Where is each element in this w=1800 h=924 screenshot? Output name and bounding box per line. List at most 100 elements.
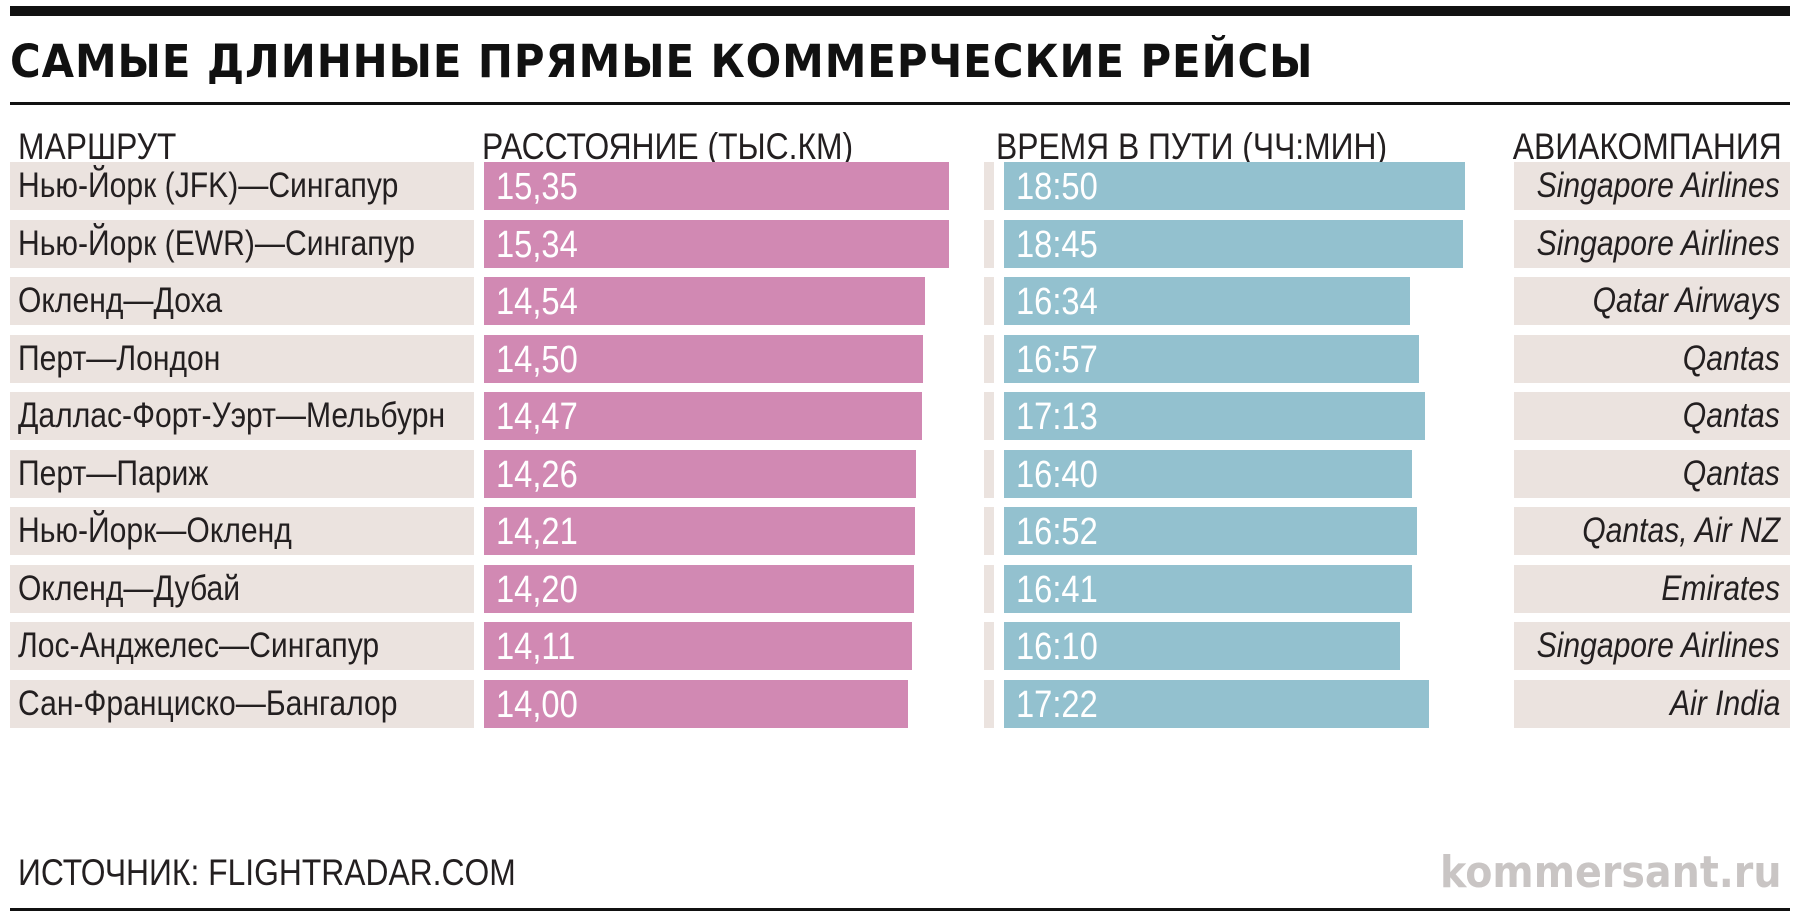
time-bar — [1004, 450, 1412, 498]
time-value-label: 16:10 — [1016, 626, 1098, 668]
airline-label: Emirates — [1661, 569, 1780, 608]
time-value-label: 18:50 — [1016, 166, 1098, 208]
distance-value-label: 14,11 — [496, 626, 576, 668]
brand-logo: kommersant.ru — [1440, 847, 1782, 898]
distance-value-label: 14,21 — [496, 511, 578, 553]
table-row: Лос-Анджелес—Сингапур 14,11 16:10 Singapore… — [10, 622, 1790, 670]
title-rule — [10, 102, 1790, 105]
route-label: Нью-Йорк (EWR)—Сингапур — [18, 224, 416, 263]
time-value-label: 17:13 — [1016, 396, 1098, 438]
distance-value-label: 14,26 — [496, 454, 578, 496]
time-value-label: 17:22 — [1016, 684, 1098, 726]
airline-label: Singapore Airlines — [1536, 626, 1780, 665]
column-header-time: ВРЕМЯ В ПУТИ (ЧЧ:МИН) — [996, 126, 1388, 167]
time-bar — [1004, 162, 1465, 210]
table-row: Окленд—Доха 14,54 16:34 Qatar Airways — [10, 277, 1790, 325]
time-value-label: 16:34 — [1016, 281, 1098, 323]
distance-bar — [484, 450, 916, 498]
distance-cell: 14,54 — [474, 277, 984, 325]
time-value-label: 16:52 — [1016, 511, 1098, 553]
column-header-airline: АВИАКОМПАНИЯ — [1513, 126, 1782, 167]
route-label: Перт—Париж — [18, 454, 209, 493]
distance-bar — [484, 392, 922, 440]
distance-cell: 14,26 — [474, 450, 984, 498]
airline-label: Qantas — [1682, 396, 1780, 435]
time-cell: 16:10 — [994, 622, 1514, 670]
distance-cell: 14,20 — [474, 565, 984, 613]
time-value-label: 16:57 — [1016, 339, 1098, 381]
time-cell: 18:50 — [994, 162, 1514, 210]
airline-label: Qantas — [1682, 339, 1780, 378]
table-row: Нью-Йорк—Окленд 14,21 16:52 Qantas, Air NZ — [10, 507, 1790, 555]
distance-cell: 14,50 — [474, 335, 984, 383]
table-row: Даллас-Форт-Уэрт—Мельбурн 14,47 17:13 Qanta… — [10, 392, 1790, 440]
time-bar — [1004, 277, 1410, 325]
top-rule — [10, 6, 1790, 16]
time-value-label: 16:41 — [1016, 569, 1098, 611]
distance-value-label: 15,34 — [496, 224, 578, 266]
airline-label: Air India — [1669, 684, 1780, 723]
airline-label: Qantas — [1682, 454, 1780, 493]
route-label: Даллас-Форт-Уэрт—Мельбурн — [18, 396, 446, 435]
distance-bar — [484, 277, 925, 325]
distance-bar — [484, 565, 914, 613]
time-bar — [1004, 565, 1412, 613]
route-label: Нью-Йорк—Окленд — [18, 511, 292, 550]
distance-cell: 14,11 — [474, 622, 984, 670]
time-value-label: 16:40 — [1016, 454, 1098, 496]
table-row: Сан-Франциско—Бангалор 14,00 17:22 Air Indi… — [10, 680, 1790, 728]
time-value-label: 18:45 — [1016, 224, 1098, 266]
distance-value-label: 15,35 — [496, 166, 578, 208]
time-cell: 16:57 — [994, 335, 1514, 383]
table-row: Перт—Лондон 14,50 16:57 Qantas — [10, 335, 1790, 383]
distance-cell: 14,21 — [474, 507, 984, 555]
distance-bar — [484, 622, 912, 670]
time-cell: 16:52 — [994, 507, 1514, 555]
table-row: Окленд—Дубай 14,20 16:41 Emirates — [10, 565, 1790, 613]
column-header-route: МАРШРУТ — [18, 126, 177, 167]
distance-cell: 14,00 — [474, 680, 984, 728]
airline-label: Singapore Airlines — [1536, 224, 1780, 263]
time-cell: 16:34 — [994, 277, 1514, 325]
time-cell: 16:41 — [994, 565, 1514, 613]
time-bar — [1004, 507, 1417, 555]
distance-cell: 15,35 — [474, 162, 984, 210]
time-bar — [1004, 392, 1425, 440]
distance-cell: 15,34 — [474, 220, 984, 268]
time-bar — [1004, 335, 1419, 383]
time-bar — [1004, 680, 1429, 728]
route-label: Окленд—Дубай — [18, 569, 241, 608]
distance-value-label: 14,20 — [496, 569, 578, 611]
route-label: Сан-Франциско—Бангалор — [18, 684, 398, 723]
distance-cell: 14,47 — [474, 392, 984, 440]
chart-title: САМЫЕ ДЛИННЫЕ ПРЯМЫЕ КОММЕРЧЕСКИЕ РЕЙСЫ — [10, 35, 1314, 88]
distance-bar — [484, 162, 949, 210]
time-cell: 17:22 — [994, 680, 1514, 728]
time-bar — [1004, 220, 1463, 268]
airline-label: Singapore Airlines — [1536, 166, 1780, 205]
distance-value-label: 14,54 — [496, 281, 578, 323]
column-header-distance: РАССТОЯНИЕ (ТЫС.КМ) — [482, 126, 854, 167]
distance-value-label: 14,47 — [496, 396, 578, 438]
bottom-rule — [10, 908, 1790, 911]
route-label: Лос-Анджелес—Сингапур — [18, 626, 380, 665]
source-note: ИСТОЧНИК: FLIGHTRADAR.COM — [18, 852, 516, 893]
time-bar — [1004, 622, 1400, 670]
route-label: Нью-Йорк (JFK)—Сингапур — [18, 166, 399, 205]
table-row: Нью-Йорк (JFK)—Сингапур 15,35 18:50 Singapo… — [10, 162, 1790, 210]
table-row: Перт—Париж 14,26 16:40 Qantas — [10, 450, 1790, 498]
time-cell: 16:40 — [994, 450, 1514, 498]
distance-bar — [484, 507, 915, 555]
distance-bar — [484, 335, 923, 383]
distance-bar — [484, 220, 949, 268]
route-label: Перт—Лондон — [18, 339, 221, 378]
route-label: Окленд—Доха — [18, 281, 223, 320]
distance-bar — [484, 680, 908, 728]
airline-label: Qantas, Air NZ — [1582, 511, 1780, 550]
distance-value-label: 14,50 — [496, 339, 578, 381]
airline-label: Qatar Airways — [1592, 281, 1780, 320]
distance-value-label: 14,00 — [496, 684, 578, 726]
time-cell: 17:13 — [994, 392, 1514, 440]
time-cell: 18:45 — [994, 220, 1514, 268]
